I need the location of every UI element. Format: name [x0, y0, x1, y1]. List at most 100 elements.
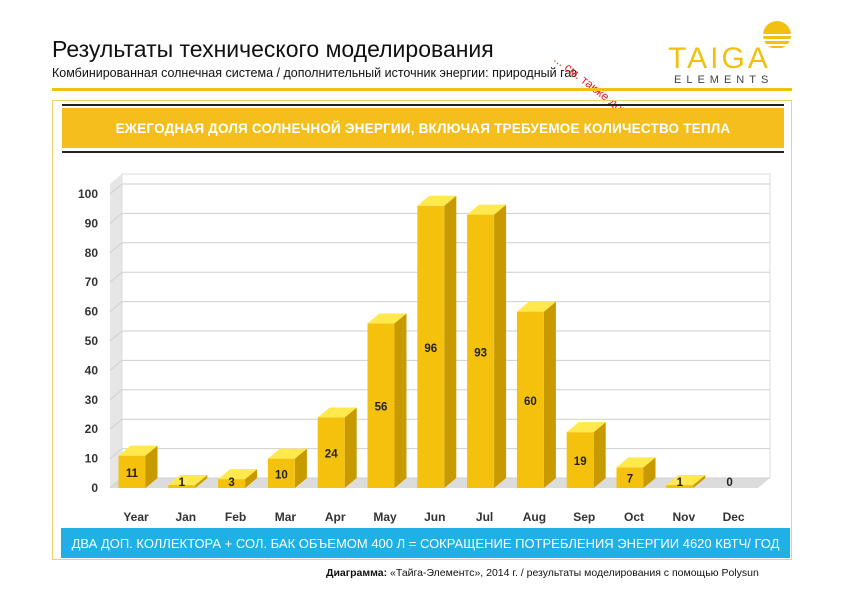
data-label: 1 — [677, 477, 684, 489]
gridline-side — [109, 213, 123, 224]
bar — [666, 485, 694, 488]
gridline-side — [109, 271, 123, 283]
x-tick-label: Apr — [325, 510, 346, 524]
y-tick-label: 50 — [85, 334, 99, 348]
y-tick-label: 20 — [85, 422, 99, 436]
x-tick-label: Jul — [476, 510, 493, 524]
gridline-side — [109, 448, 123, 459]
chart-caption: Диаграмма: «Тайга-Элементс», 2014 г. / р… — [326, 567, 759, 579]
x-tick-label: May — [373, 510, 397, 524]
bar — [168, 485, 196, 488]
bar-top — [317, 407, 357, 418]
data-label: 24 — [325, 449, 338, 461]
gridline-side — [109, 242, 123, 254]
bar-side — [344, 407, 357, 488]
x-tick-label: Oct — [624, 510, 644, 524]
data-label: 96 — [424, 343, 437, 355]
y-tick-label: 100 — [78, 187, 98, 201]
bar-top — [566, 422, 606, 433]
bar — [218, 479, 246, 488]
bar-top — [616, 457, 656, 468]
x-tick-label: Dec — [723, 510, 745, 524]
bar — [467, 214, 495, 488]
bar — [616, 467, 644, 488]
data-label: 93 — [474, 347, 487, 359]
bar — [267, 458, 295, 488]
header-rule — [52, 88, 792, 91]
sun-icon — [760, 21, 794, 48]
bar — [317, 417, 345, 488]
y-tick-label: 30 — [85, 393, 99, 407]
bar-top — [666, 475, 706, 486]
x-tick-label: Jun — [424, 510, 445, 524]
bar-side — [245, 469, 258, 488]
gridline-side — [109, 418, 123, 430]
y-tick-label: 70 — [85, 275, 99, 289]
bar — [118, 455, 146, 488]
x-tick-label: Aug — [523, 510, 546, 524]
gridline-side — [109, 389, 123, 401]
data-label: 1 — [179, 477, 186, 489]
x-tick-label: Nov — [672, 510, 695, 524]
logo-wordmark: TAIGA — [668, 42, 771, 75]
banner-bottom-rule — [62, 151, 784, 153]
bar-chart: 010203040506070809010011Year1Jan3Feb10Ma… — [78, 173, 771, 524]
company-logo: TAIGA ELEMENTS — [668, 18, 798, 88]
bar-side — [693, 475, 706, 488]
bar — [417, 205, 445, 488]
data-label: 7 — [627, 474, 633, 486]
data-label: 3 — [228, 477, 234, 489]
bar-top — [168, 475, 208, 486]
bar-side — [494, 204, 507, 488]
chart-side-wall — [110, 174, 122, 488]
bar — [566, 432, 594, 488]
bar-top — [467, 204, 507, 215]
page-subtitle: Комбинированная солнечная система / допо… — [52, 66, 577, 80]
bar — [367, 323, 395, 488]
bar-side — [195, 475, 208, 488]
bar — [516, 311, 544, 488]
y-tick-label: 0 — [91, 481, 98, 495]
bar-side — [444, 195, 457, 488]
data-label: 56 — [375, 402, 388, 414]
x-tick-label: Year — [123, 510, 149, 524]
y-tick-label: 80 — [85, 246, 99, 260]
data-label: 0 — [726, 477, 732, 489]
gridline-side — [109, 330, 123, 342]
bar-top — [267, 448, 307, 459]
x-tick-label: Sep — [573, 510, 595, 524]
summary-banner: ДВА ДОП. КОЛЛЕКТОРА + СОЛ. БАК ОБЪЕМОМ 4… — [61, 528, 790, 558]
x-tick-label: Mar — [275, 510, 297, 524]
y-tick-label: 60 — [85, 305, 99, 319]
gridline-side — [109, 183, 123, 195]
gridline-side — [109, 301, 123, 312]
y-tick-label: 10 — [85, 452, 99, 466]
bar-side — [593, 422, 606, 488]
banner-top-rule — [62, 104, 784, 106]
bar-side — [294, 448, 307, 488]
page-title: Результаты технического моделирования — [52, 36, 494, 62]
bar-side — [643, 457, 656, 488]
y-tick-label: 90 — [85, 216, 99, 230]
bar-top — [218, 469, 258, 480]
logo-subtext: ELEMENTS — [674, 74, 774, 86]
chart-banner: ЕЖЕГОДНАЯ ДОЛЯ СОЛНЕЧНОЙ ЭНЕРГИИ, ВКЛЮЧА… — [62, 108, 784, 148]
bar-top — [118, 445, 158, 456]
bar-side — [145, 445, 158, 488]
bar-top — [516, 301, 556, 312]
data-label: 10 — [275, 469, 288, 481]
bar-side — [543, 301, 556, 488]
x-tick-label: Feb — [225, 510, 246, 524]
y-tick-label: 40 — [85, 363, 99, 377]
bar-top — [417, 195, 457, 206]
content-frame — [52, 100, 792, 560]
caption-label: Диаграмма: — [326, 567, 388, 579]
x-tick-label: Jan — [175, 510, 196, 524]
data-label: 11 — [126, 468, 139, 480]
bar-side — [394, 313, 407, 488]
bar-top — [367, 313, 407, 324]
data-label: 60 — [524, 396, 537, 408]
data-label: 19 — [574, 456, 587, 468]
gridline-side — [109, 360, 123, 371]
caption-text: «Тайга-Элементс», 2014 г. / результаты м… — [387, 567, 759, 579]
